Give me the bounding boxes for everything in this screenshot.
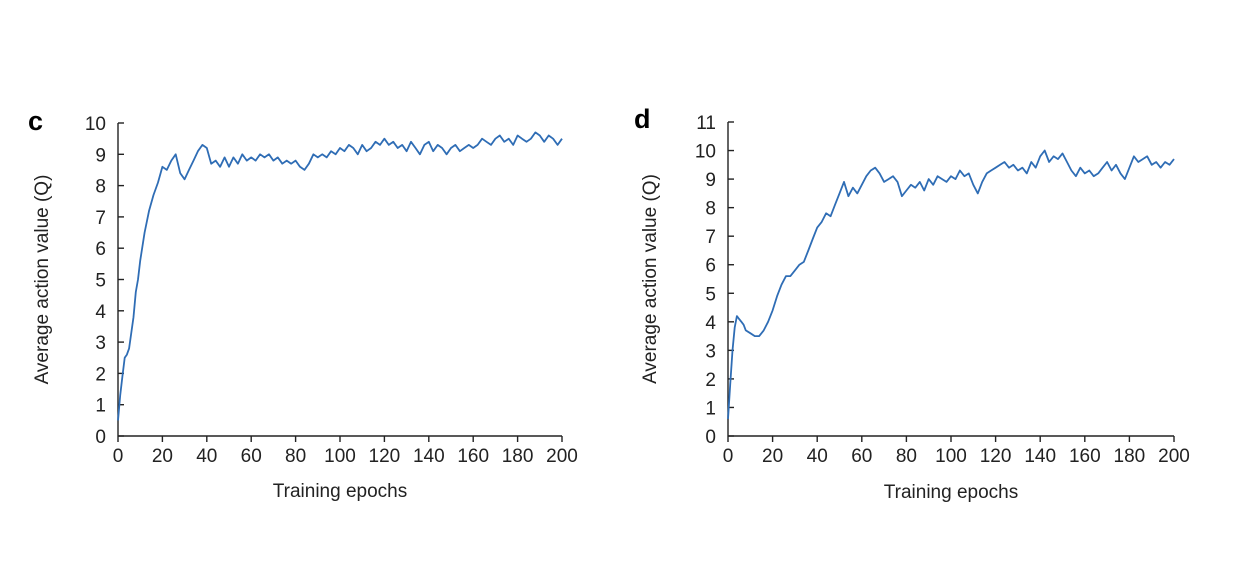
x-tick-label: 100	[935, 446, 967, 467]
x-tick-label: 180	[502, 446, 534, 467]
x-tick-label: 40	[807, 446, 828, 467]
y-tick-label: 6	[705, 256, 716, 277]
x-tick-label: 100	[324, 446, 356, 467]
y-tick-label: 3	[705, 341, 716, 362]
y-tick-label: 7	[705, 227, 716, 248]
x-tick-label: 140	[1024, 446, 1056, 467]
y-tick-label: 1	[705, 398, 716, 419]
x-tick-label: 80	[896, 446, 917, 467]
panel-letter: c	[28, 106, 43, 136]
y-tick-label: 10	[85, 114, 106, 135]
x-tick-label: 120	[369, 446, 401, 467]
x-tick-label: 60	[241, 446, 262, 467]
panel-letter: d	[634, 104, 651, 134]
x-tick-label: 200	[1158, 446, 1190, 467]
x-tick-label: 160	[1069, 446, 1101, 467]
x-axis-label: Training epochs	[884, 482, 1018, 503]
chart-panel-d: d 0 1 2 3 4 5 6 7 8 9 10 11 0 20 40 60 80 100 120 140 160 180 2…	[634, 104, 1190, 503]
y-tick-label: 5	[95, 271, 106, 292]
x-tick-label: 0	[113, 446, 124, 467]
y-tick-label: 10	[695, 142, 716, 163]
x-tick-label: 140	[413, 446, 445, 467]
x-tick-label: 0	[723, 446, 734, 467]
x-tick-label: 180	[1114, 446, 1146, 467]
x-tick-label: 160	[457, 446, 489, 467]
y-tick-label: 9	[705, 170, 716, 191]
y-tick-label: 1	[95, 396, 106, 417]
series-line	[117, 131, 563, 421]
series-line	[727, 149, 1175, 419]
y-tick-label: 4	[705, 313, 716, 334]
x-tick-label: 20	[762, 446, 783, 467]
y-tick-label: 8	[705, 199, 716, 220]
y-tick-label: 8	[95, 177, 106, 198]
y-tick-label: 7	[95, 208, 106, 229]
y-tick-label: 2	[705, 370, 716, 391]
x-tick-label: 120	[980, 446, 1012, 467]
y-tick-label: 6	[95, 239, 106, 260]
y-tick-label: 2	[95, 364, 106, 385]
y-tick-label: 0	[705, 427, 716, 448]
x-tick-label: 40	[196, 446, 217, 467]
x-tick-label: 200	[546, 446, 578, 467]
y-tick-label: 5	[705, 284, 716, 305]
x-tick-label: 60	[851, 446, 872, 467]
y-axis-label: Average action value (Q)	[32, 175, 53, 385]
y-tick-label: 9	[95, 145, 106, 166]
y-tick-label: 0	[95, 427, 106, 448]
y-tick-label: 3	[95, 333, 106, 354]
x-tick-label: 20	[152, 446, 173, 467]
x-tick-label: 80	[285, 446, 306, 467]
y-axis-label: Average action value (Q)	[640, 174, 661, 384]
y-tick-label: 4	[95, 302, 106, 323]
y-tick-label: 11	[696, 113, 716, 134]
x-axis-label: Training epochs	[273, 481, 407, 502]
